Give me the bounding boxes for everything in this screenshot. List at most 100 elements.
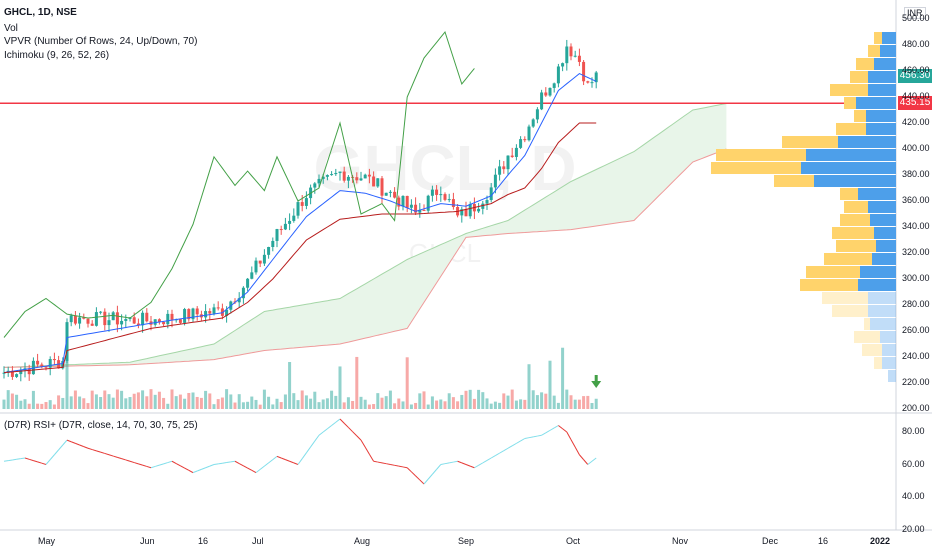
volume-bar [65, 357, 69, 409]
rsi-segment [570, 439, 576, 448]
volume-bar [296, 400, 300, 409]
volume-bar [2, 399, 6, 409]
volume-bar [367, 404, 371, 409]
rsi-segment [427, 473, 433, 480]
candle-body [393, 191, 397, 198]
vpvr-up-bar [868, 292, 896, 304]
volume-bar [23, 399, 27, 409]
rsi-segment [29, 458, 34, 462]
vpvr-up-bar [866, 110, 896, 122]
rsi-segment [66, 439, 72, 443]
rsi-segment [134, 462, 139, 465]
candle-body [548, 87, 552, 96]
candle-body [493, 174, 497, 188]
volume-bar [233, 402, 237, 409]
candle-body [367, 174, 371, 177]
vpvr-up-bar [874, 58, 896, 70]
volume-bar [178, 394, 182, 409]
candle-body [162, 322, 166, 325]
candle-body [124, 319, 128, 321]
vpvr-up-bar [858, 279, 896, 291]
candle-body [153, 319, 157, 325]
price-tick-label: 320.00 [902, 247, 930, 257]
rsi-segment [390, 464, 395, 466]
rsi-legend[interactable]: (D7R) RSI+ (D7R, close, 14, 70, 30, 75, … [4, 420, 198, 431]
price-tick-label: 380.00 [902, 169, 930, 179]
time-tick-label: May [38, 536, 56, 546]
vpvr-down-bar [711, 162, 801, 174]
volume-bar [330, 390, 334, 409]
candle-body [506, 155, 510, 170]
vpvr-down-bar [830, 84, 868, 96]
rsi-segment [100, 451, 105, 454]
candle-body [519, 139, 523, 148]
rsi-segment [264, 462, 269, 467]
vpvr-legend[interactable]: VPVR (Number Of Rows, 24, Up/Down, 70) [4, 36, 198, 47]
rsi-segment [394, 464, 399, 467]
rsi-segment [503, 447, 509, 452]
volume-bar [27, 403, 31, 409]
volume-bar [355, 356, 359, 409]
candle-body [65, 322, 69, 361]
candle-body [481, 203, 485, 209]
rsi-segment [402, 466, 408, 469]
symbol-title[interactable]: GHCL, 1D, NSE [4, 7, 77, 18]
rsi-segment [37, 461, 42, 464]
volume-bar [321, 399, 325, 409]
rsi-segment [314, 434, 320, 442]
candle-body [279, 229, 283, 231]
candle-body [384, 192, 388, 196]
rsi-segment [155, 464, 160, 467]
candle-body [258, 260, 262, 264]
volume-bar [44, 402, 48, 409]
tenkan-line [3, 73, 597, 374]
volume-bar [279, 402, 283, 409]
candle-body [225, 309, 229, 316]
rsi-segment [24, 457, 30, 460]
volume-bar [170, 389, 174, 409]
candle-body [447, 199, 451, 201]
rsi-segment [285, 459, 290, 462]
volume-bar [405, 357, 409, 409]
rsi-segment [213, 463, 219, 465]
candle-body [48, 359, 52, 368]
candle-body [267, 246, 271, 255]
rsi-segment [583, 459, 589, 465]
vpvr-down-bar [856, 58, 874, 70]
vpvr-down-bar [822, 292, 868, 304]
candle-body [346, 176, 350, 181]
price-tick-label: 260.00 [902, 325, 930, 335]
volume-bar [132, 393, 136, 409]
volume-bar [153, 394, 157, 409]
candle-body [489, 187, 493, 201]
rsi-segment [591, 457, 597, 462]
volume-bar [241, 402, 245, 409]
candle-body [435, 189, 439, 195]
volume-bar [338, 366, 342, 409]
volume-bar [258, 404, 262, 409]
volume-bar [271, 404, 275, 409]
candle-body [141, 312, 145, 326]
ichimoku-legend[interactable]: Ichimoku (9, 26, 52, 26) [4, 50, 110, 61]
volume-bar [267, 396, 271, 409]
rsi-segment [45, 459, 51, 465]
volume-bar [136, 392, 140, 409]
volume-bar [472, 398, 476, 409]
candle-body [569, 46, 573, 57]
candle-body [99, 311, 103, 313]
candle-body [422, 209, 426, 211]
volume-legend[interactable]: Vol [4, 23, 18, 34]
rsi-segment [516, 440, 521, 444]
currency-label[interactable]: INR [904, 7, 926, 19]
price-tick-label: 280.00 [902, 299, 930, 309]
volume-bar [304, 395, 308, 409]
last-price-badge: 456.30 [898, 68, 932, 83]
candle-body [271, 240, 275, 247]
candle-body [15, 374, 19, 377]
candle-body [405, 195, 409, 208]
volume-bar [544, 393, 548, 409]
candle-body [590, 82, 594, 84]
volume-bar [376, 393, 380, 409]
rsi-segment [33, 460, 38, 463]
